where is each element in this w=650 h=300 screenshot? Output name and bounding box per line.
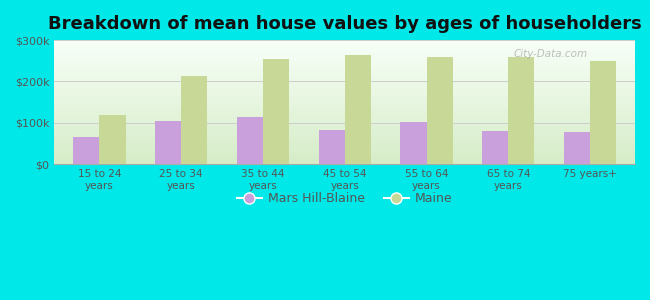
Bar [482, 131, 508, 164]
Bar [508, 57, 534, 164]
Legend: Mars Hill-Blaine, Maine: Mars Hill-Blaine, Maine [232, 187, 458, 210]
Text: City-Data.com: City-Data.com [513, 49, 587, 59]
Bar [237, 117, 263, 164]
Bar [564, 132, 590, 164]
Bar [426, 58, 452, 164]
Title: Breakdown of mean house values by ages of householders: Breakdown of mean house values by ages o… [48, 15, 642, 33]
Bar [155, 121, 181, 164]
Bar [344, 56, 371, 164]
Bar [590, 61, 616, 164]
Bar [73, 137, 99, 164]
Bar [318, 130, 344, 164]
Bar [400, 122, 426, 164]
Bar [181, 76, 207, 164]
Bar [99, 116, 125, 164]
Bar [263, 59, 289, 164]
